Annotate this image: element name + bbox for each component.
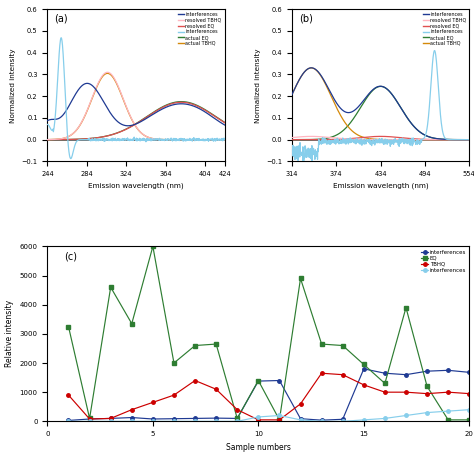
TBHQ [235, 407, 240, 413]
interferences [150, 416, 155, 422]
interferences [466, 369, 472, 375]
interferences [361, 366, 367, 372]
interferences [235, 416, 240, 421]
EQ [192, 343, 198, 348]
Legend: interferences, resolved TBHQ, resolved EQ, interferences, actual EQ, actual TBHQ: interferences, resolved TBHQ, resolved E… [421, 10, 468, 48]
interferences [255, 414, 261, 420]
EQ [446, 417, 451, 423]
TBHQ [319, 370, 324, 376]
EQ [87, 416, 92, 421]
interferences [298, 417, 303, 423]
interferences [319, 419, 324, 424]
interferences [87, 419, 92, 424]
Line: interferences: interferences [67, 367, 471, 422]
interferences [213, 419, 219, 424]
Text: (b): (b) [299, 14, 313, 24]
EQ [65, 324, 72, 329]
Line: TBHQ: TBHQ [67, 371, 471, 422]
Y-axis label: Relative intensity: Relative intensity [5, 300, 14, 368]
EQ [129, 321, 135, 326]
EQ [424, 383, 430, 389]
TBHQ [65, 392, 72, 398]
EQ [298, 275, 303, 281]
TBHQ [129, 407, 135, 413]
interferences [403, 372, 409, 377]
interferences [466, 407, 472, 413]
interferences [403, 413, 409, 418]
interferences [171, 416, 177, 421]
Text: (a): (a) [55, 14, 68, 24]
interferences [108, 419, 114, 424]
interferences [361, 417, 367, 423]
TBHQ [403, 389, 409, 395]
interferences [235, 419, 240, 424]
EQ [213, 341, 219, 347]
TBHQ [361, 382, 367, 388]
EQ [361, 362, 367, 367]
X-axis label: Emission wavelength (nm): Emission wavelength (nm) [88, 182, 184, 189]
Y-axis label: Normalized intensity: Normalized intensity [10, 48, 16, 123]
EQ [171, 360, 177, 366]
TBHQ [171, 392, 177, 398]
EQ [382, 381, 388, 386]
interferences [213, 415, 219, 421]
interferences [129, 415, 135, 420]
EQ [255, 378, 261, 383]
TBHQ [255, 417, 261, 423]
interferences [276, 378, 282, 383]
interferences [424, 369, 430, 374]
interferences [129, 419, 135, 424]
TBHQ [87, 416, 92, 422]
interferences [382, 370, 388, 376]
TBHQ [340, 372, 346, 377]
TBHQ [382, 389, 388, 395]
interferences [340, 419, 346, 424]
Legend: interferences, resolved TBHQ, resolved EQ, interferences, actual EQ, actual TBHQ: interferences, resolved TBHQ, resolved E… [176, 10, 224, 48]
interferences [319, 417, 324, 423]
interferences [298, 416, 303, 421]
interferences [382, 416, 388, 421]
interferences [65, 418, 72, 423]
EQ [340, 343, 346, 348]
Text: (c): (c) [64, 252, 77, 262]
Legend: interferences, EQ, TBHQ, interferences: interferences, EQ, TBHQ, interferences [419, 248, 468, 275]
interferences [255, 378, 261, 384]
interferences [192, 416, 198, 421]
EQ [235, 416, 240, 421]
TBHQ [276, 417, 282, 423]
EQ [276, 417, 282, 423]
TBHQ [424, 391, 430, 396]
TBHQ [466, 391, 472, 396]
TBHQ [108, 416, 114, 421]
X-axis label: Emission wavelength (nm): Emission wavelength (nm) [333, 182, 428, 189]
TBHQ [192, 378, 198, 383]
interferences [446, 368, 451, 373]
interferences [192, 419, 198, 424]
interferences [87, 416, 92, 422]
interferences [171, 419, 177, 424]
TBHQ [298, 401, 303, 407]
interferences [276, 413, 282, 418]
Line: EQ: EQ [67, 244, 471, 422]
interferences [424, 410, 430, 415]
interferences [65, 419, 72, 424]
X-axis label: Sample numbers: Sample numbers [226, 443, 291, 451]
EQ [319, 341, 324, 347]
TBHQ [213, 387, 219, 392]
TBHQ [446, 389, 451, 395]
TBHQ [150, 400, 155, 405]
EQ [108, 284, 114, 290]
interferences [340, 417, 346, 422]
EQ [466, 417, 472, 423]
interferences [108, 416, 114, 421]
interferences [446, 408, 451, 414]
interferences [150, 419, 155, 424]
EQ [150, 244, 155, 249]
EQ [403, 305, 409, 310]
Y-axis label: Normalized intensity: Normalized intensity [255, 48, 261, 123]
Line: interferences: interferences [67, 408, 471, 423]
